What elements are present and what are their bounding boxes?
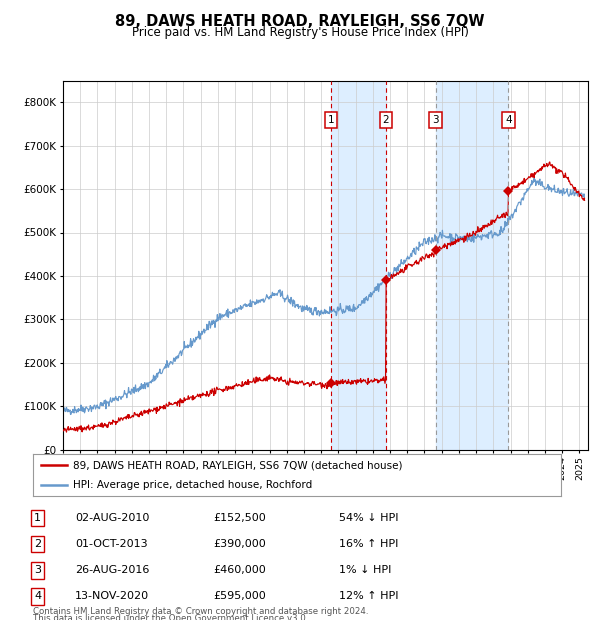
Text: £595,000: £595,000 — [213, 591, 266, 601]
Text: 01-OCT-2013: 01-OCT-2013 — [75, 539, 148, 549]
Text: 1: 1 — [328, 115, 334, 125]
Text: 13-NOV-2020: 13-NOV-2020 — [75, 591, 149, 601]
Text: 12% ↑ HPI: 12% ↑ HPI — [339, 591, 398, 601]
Text: Contains HM Land Registry data © Crown copyright and database right 2024.: Contains HM Land Registry data © Crown c… — [33, 608, 368, 616]
Text: 3: 3 — [433, 115, 439, 125]
Bar — [331, 81, 386, 450]
Text: 2: 2 — [34, 539, 41, 549]
Text: 4: 4 — [34, 591, 41, 601]
Text: £152,500: £152,500 — [213, 513, 266, 523]
Text: 89, DAWS HEATH ROAD, RAYLEIGH, SS6 7QW: 89, DAWS HEATH ROAD, RAYLEIGH, SS6 7QW — [115, 14, 485, 29]
Text: 1% ↓ HPI: 1% ↓ HPI — [339, 565, 391, 575]
Text: £390,000: £390,000 — [213, 539, 266, 549]
Text: 02-AUG-2010: 02-AUG-2010 — [75, 513, 149, 523]
Text: HPI: Average price, detached house, Rochford: HPI: Average price, detached house, Roch… — [73, 480, 312, 490]
Text: 3: 3 — [34, 565, 41, 575]
Text: 1: 1 — [34, 513, 41, 523]
Text: 89, DAWS HEATH ROAD, RAYLEIGH, SS6 7QW (detached house): 89, DAWS HEATH ROAD, RAYLEIGH, SS6 7QW (… — [73, 460, 402, 470]
Bar — [436, 81, 508, 450]
Text: £460,000: £460,000 — [213, 565, 266, 575]
Text: 4: 4 — [505, 115, 512, 125]
Text: Price paid vs. HM Land Registry's House Price Index (HPI): Price paid vs. HM Land Registry's House … — [131, 26, 469, 39]
Text: 26-AUG-2016: 26-AUG-2016 — [75, 565, 149, 575]
Text: 2: 2 — [382, 115, 389, 125]
Text: This data is licensed under the Open Government Licence v3.0.: This data is licensed under the Open Gov… — [33, 614, 308, 620]
Text: 54% ↓ HPI: 54% ↓ HPI — [339, 513, 398, 523]
Text: 16% ↑ HPI: 16% ↑ HPI — [339, 539, 398, 549]
